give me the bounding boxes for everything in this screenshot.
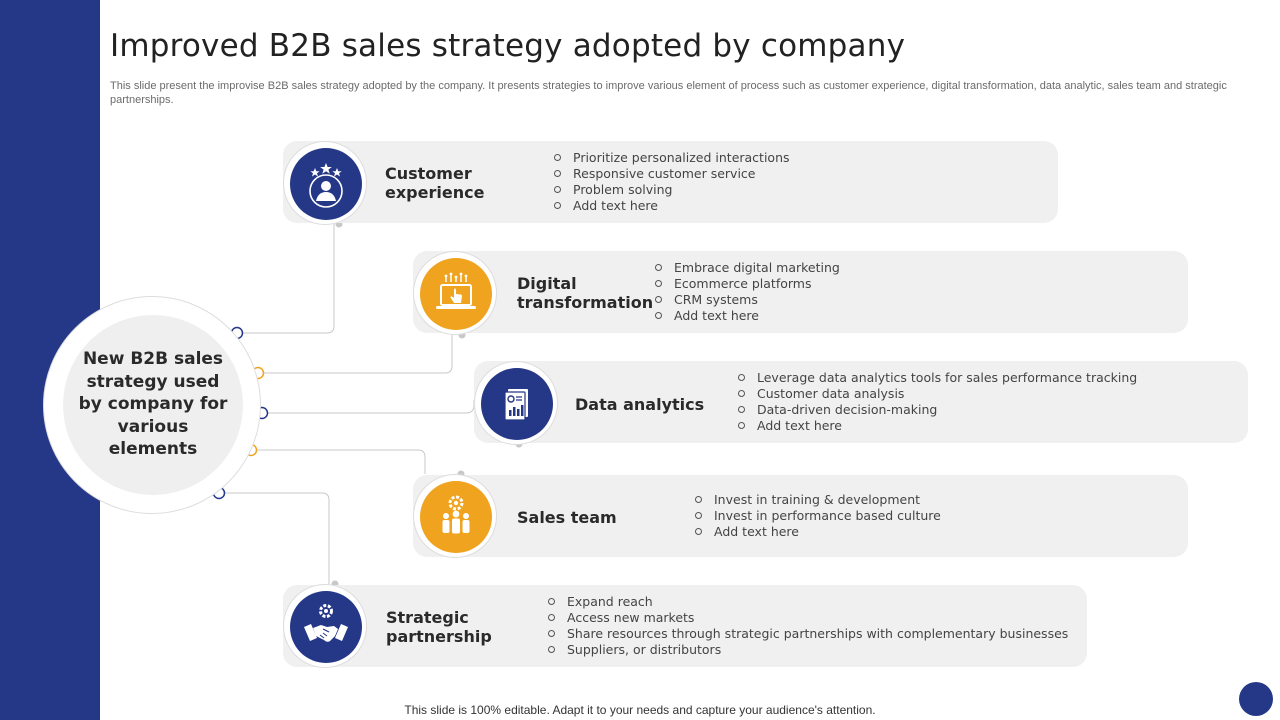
icon-ring bbox=[283, 141, 367, 225]
strategy-heading-line: Strategic bbox=[386, 608, 469, 627]
icon-ring bbox=[413, 474, 497, 558]
bullet-list: Leverage data analytics tools for sales … bbox=[738, 370, 1137, 434]
footer-note: This slide is 100% editable. Adapt it to… bbox=[404, 703, 876, 717]
strategy-heading: Digital transformation bbox=[517, 274, 653, 312]
bullet-item: Suppliers, or distributors bbox=[548, 642, 1068, 658]
bullet-item: Add text here bbox=[554, 198, 790, 214]
bullet-item: Data-driven decision-making bbox=[738, 402, 1137, 418]
bullet-item: Responsive customer service bbox=[554, 166, 790, 182]
bullet-item: Customer data analysis bbox=[738, 386, 1137, 402]
handshake-gear-icon bbox=[290, 591, 362, 663]
bullet-item: Embrace digital marketing bbox=[655, 260, 840, 276]
strategy-panel-strategic-partnership bbox=[283, 585, 1087, 667]
bullet-item: Ecommerce platforms bbox=[655, 276, 840, 292]
bullet-item: Problem solving bbox=[554, 182, 790, 198]
strategy-heading-line: experience bbox=[385, 183, 485, 202]
bullet-item: Prioritize personalized interactions bbox=[554, 150, 790, 166]
strategy-heading: Strategic partnership bbox=[386, 608, 492, 646]
bullet-item: CRM systems bbox=[655, 292, 840, 308]
strategy-heading: Data analytics bbox=[575, 395, 705, 414]
strategy-heading-line: partnership bbox=[386, 627, 492, 646]
bullet-list: Embrace digital marketing Ecommerce plat… bbox=[655, 260, 840, 324]
strategy-heading-line: Customer bbox=[385, 164, 472, 183]
center-circle bbox=[63, 315, 243, 495]
report-chart-icon bbox=[481, 368, 553, 440]
bullet-item: Access new markets bbox=[548, 610, 1068, 626]
strategy-panel-sales-team bbox=[413, 475, 1188, 557]
strategy-panel-data-analytics bbox=[474, 361, 1248, 443]
bullet-item: Invest in performance based culture bbox=[695, 508, 941, 524]
strategy-panel-digital-transformation bbox=[413, 251, 1188, 333]
bullet-item: Share resources through strategic partne… bbox=[548, 626, 1068, 642]
team-gear-icon bbox=[420, 481, 492, 553]
bullet-list: Prioritize personalized interactions Res… bbox=[554, 150, 790, 214]
strategy-heading-line: transformation bbox=[517, 293, 654, 312]
customer-stars-icon bbox=[290, 148, 362, 220]
strategy-heading-line: Digital bbox=[517, 274, 577, 293]
strategy-heading: Customer experience bbox=[385, 164, 484, 202]
bullet-item: Add text here bbox=[738, 418, 1137, 434]
laptop-touch-icon bbox=[420, 258, 492, 330]
bullet-list: Invest in training & development Invest … bbox=[695, 492, 941, 540]
bullet-list: Expand reach Access new markets Share re… bbox=[548, 594, 1068, 658]
strategy-heading: Sales team bbox=[517, 508, 617, 527]
bullet-item: Leverage data analytics tools for sales … bbox=[738, 370, 1137, 386]
icon-ring bbox=[283, 584, 367, 668]
slide-title: Improved B2B sales strategy adopted by c… bbox=[110, 28, 906, 64]
icon-ring bbox=[474, 361, 558, 445]
corner-dot bbox=[1239, 682, 1273, 716]
strategy-panel-customer-experience bbox=[283, 141, 1058, 223]
bullet-item: Invest in training & development bbox=[695, 492, 941, 508]
bullet-item: Expand reach bbox=[548, 594, 1068, 610]
center-label: New B2B sales strategy used by company f… bbox=[78, 349, 228, 459]
bullet-item: Add text here bbox=[695, 524, 941, 540]
icon-ring bbox=[413, 251, 497, 335]
bullet-item: Add text here bbox=[655, 308, 840, 324]
slide-subtitle: This slide present the improvise B2B sal… bbox=[110, 80, 1227, 106]
